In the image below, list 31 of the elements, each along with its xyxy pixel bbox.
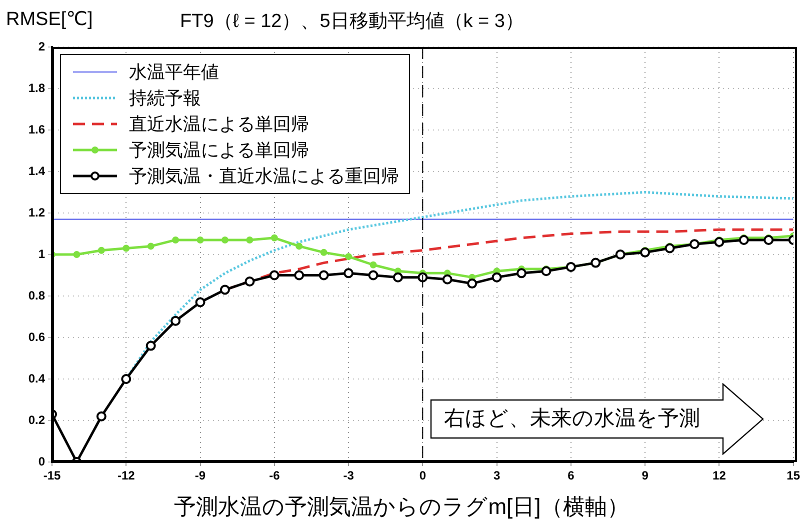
- x-tick-label: 12: [712, 468, 726, 483]
- y-tick-label: 1: [38, 246, 46, 261]
- x-tick-label: 9: [642, 468, 649, 483]
- x-tick-label: -15: [43, 468, 61, 483]
- x-tick-label: -3: [343, 468, 354, 483]
- x-tick-label: -9: [194, 468, 206, 483]
- x-tick-label: 15: [786, 468, 800, 483]
- x-tick-label: -6: [269, 468, 280, 483]
- y-tick-label: 0.8: [28, 288, 46, 302]
- legend-label: 直近水温による単回帰: [129, 113, 309, 136]
- y-tick-label: 0.6: [28, 330, 46, 344]
- y-axis-title: RMSE[℃]: [6, 8, 93, 31]
- x-tick-label: 6: [568, 468, 575, 483]
- y-tick-label: 2: [38, 39, 46, 54]
- legend-label: 予測気温・直近水温による重回帰: [129, 165, 399, 188]
- y-tick-label: 0: [38, 454, 46, 468]
- y-tick-label: 1.2: [28, 205, 46, 220]
- y-tick-label: 1.4: [28, 164, 46, 178]
- y-tick-label: 0.2: [28, 412, 46, 427]
- x-tick-label: 3: [493, 468, 500, 483]
- legend-label: 水温平年値: [129, 61, 219, 84]
- y-tick-label: 1.6: [28, 122, 46, 136]
- x-axis-title: 予測水温の予測気温からのラグm[日]（横軸）: [173, 493, 630, 521]
- x-tick-label: -12: [117, 468, 136, 483]
- y-tick-label: 0.4: [28, 371, 46, 386]
- legend-label: 持続予報: [129, 87, 201, 110]
- x-tick-label: 0: [419, 468, 426, 483]
- legend-label: 予測気温による単回帰: [129, 139, 309, 162]
- chart-title: FT9（ℓ = 12）、5日移動平均値（k = 3）: [180, 10, 524, 34]
- annotation: 右ほど、未来の水温を予測: [444, 406, 700, 432]
- y-tick-label: 1.8: [28, 80, 46, 95]
